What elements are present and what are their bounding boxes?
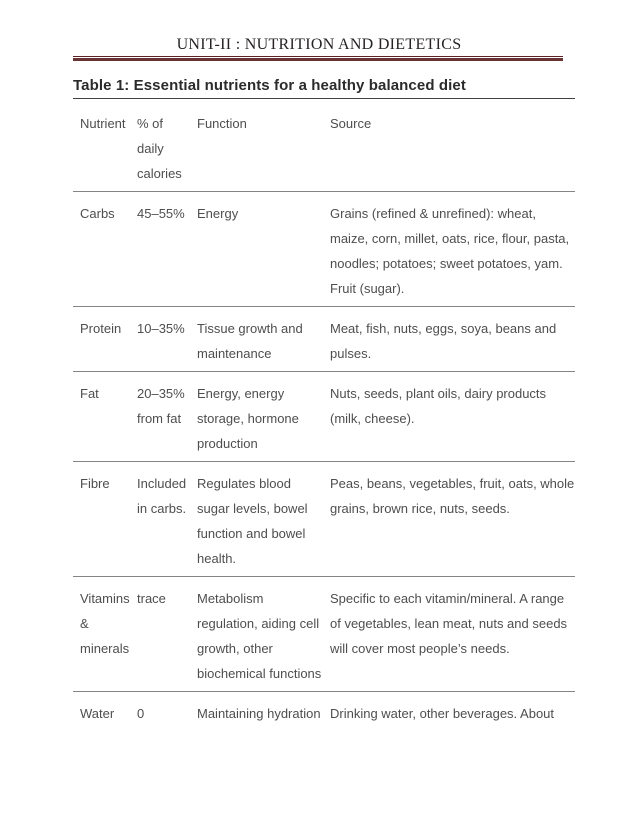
- nutrient-cell: Vitamins & minerals: [80, 591, 130, 656]
- table-header-row: Nutrient % of daily calories Function So…: [73, 99, 575, 192]
- nutrients-table: Nutrient % of daily calories Function So…: [73, 98, 575, 731]
- function-cell: Energy: [197, 206, 239, 221]
- nutrient-cell: Carbs: [80, 206, 115, 221]
- function-cell: Maintaining hydration: [197, 706, 321, 721]
- source-cell: Meat, fish, nuts, eggs, soya, beans and …: [330, 321, 557, 361]
- nutrient-cell: Fat: [80, 386, 99, 401]
- column-header-function: Function: [197, 116, 247, 131]
- table-row-water: Water 0 Maintaining hydration Drinking w…: [73, 692, 575, 731]
- table-row-fibre: Fibre Included in carbs. Regulates blood…: [73, 462, 575, 577]
- table-row-carbs: Carbs 45–55% Energy Grains (refined & un…: [73, 192, 575, 307]
- column-header-percent-daily-calories: % of daily calories: [137, 116, 182, 181]
- source-cell: Drinking water, other beverages. About: [330, 706, 555, 721]
- nutrient-cell: Fibre: [80, 476, 110, 491]
- nutrient-cell: Water: [80, 706, 115, 721]
- percent-cell: Included in carbs.: [137, 476, 187, 516]
- percent-cell: 20–35% from fat: [137, 386, 185, 426]
- table-row-protein: Protein 10–35% Tissue growth and mainten…: [73, 307, 575, 372]
- column-header-nutrient: Nutrient: [80, 116, 126, 131]
- function-cell: Metabolism regulation, aiding cell growt…: [197, 591, 322, 681]
- function-cell: Regulates blood sugar levels, bowel func…: [197, 476, 308, 566]
- nutrient-cell: Protein: [80, 321, 122, 336]
- table-row-fat: Fat 20–35% from fat Energy, energy stora…: [73, 372, 575, 462]
- table-title: Table 1: Essential nutrients for a healt…: [73, 77, 466, 94]
- function-cell: Energy, energy storage, hormone producti…: [197, 386, 299, 451]
- percent-cell: trace: [137, 591, 166, 606]
- source-cell: Grains (refined & unrefined): wheat, mai…: [330, 206, 570, 296]
- source-cell: Nuts, seeds, plant oils, dairy products …: [330, 386, 547, 426]
- source-cell: Specific to each vitamin/mineral. A rang…: [330, 591, 568, 656]
- percent-cell: 10–35%: [137, 321, 185, 336]
- percent-cell: 0: [137, 706, 145, 721]
- header-divider-rule: [73, 56, 563, 61]
- unit-header-title: UNIT-II : NUTRITION AND DIETETICS: [176, 36, 462, 53]
- function-cell: Tissue growth and maintenance: [197, 321, 303, 361]
- percent-cell: 45–55%: [137, 206, 185, 221]
- source-cell: Peas, beans, vegetables, fruit, oats, wh…: [330, 476, 575, 516]
- column-header-source: Source: [330, 116, 372, 131]
- table-row-vitamins-minerals: Vitamins & minerals trace Metabolism reg…: [73, 577, 575, 692]
